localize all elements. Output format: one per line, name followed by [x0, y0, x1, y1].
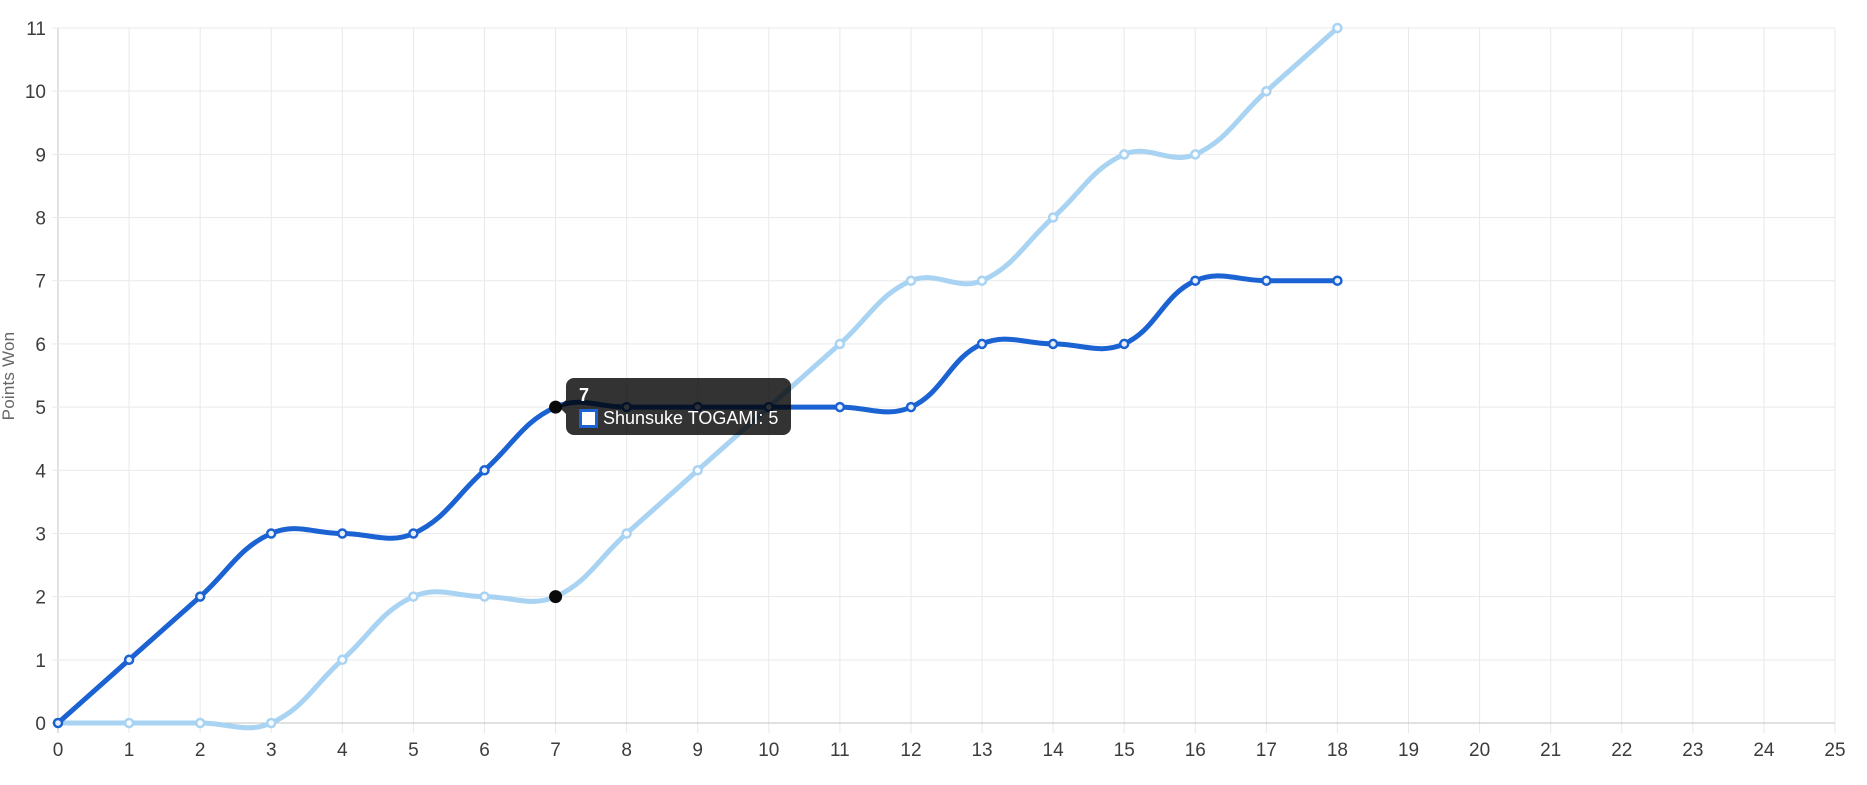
x-tick-label: 16 — [1185, 740, 1206, 761]
data-point-marker[interactable] — [408, 591, 419, 602]
active-point-marker[interactable] — [549, 590, 563, 604]
x-tick-label: 8 — [621, 740, 632, 761]
x-tick-label: 4 — [337, 740, 348, 761]
data-point-marker[interactable] — [1332, 22, 1343, 34]
x-tick-label: 18 — [1327, 740, 1348, 761]
y-tick-label: 5 — [35, 398, 46, 419]
data-point-marker[interactable] — [194, 591, 206, 602]
x-tick-label: 9 — [692, 740, 703, 761]
active-point-marker[interactable] — [549, 400, 563, 414]
data-point-marker[interactable] — [905, 275, 917, 286]
data-point-marker[interactable] — [905, 401, 917, 413]
y-tick-label: 10 — [25, 82, 46, 103]
y-tick-label: 3 — [35, 524, 46, 545]
tooltip: 7 Shunsuke TOGAMI: 5 — [559, 378, 792, 435]
x-tick-label: 7 — [550, 740, 561, 761]
x-tick-label: 13 — [971, 740, 992, 761]
y-tick-label: 0 — [35, 714, 46, 735]
x-tick-label: 25 — [1824, 740, 1845, 761]
y-tick-label: 4 — [35, 461, 46, 482]
data-point-marker[interactable] — [976, 275, 988, 286]
tooltip-color-swatch — [579, 408, 598, 428]
y-tick-label: 2 — [35, 588, 46, 609]
x-tick-label: 11 — [830, 740, 850, 761]
data-point-marker[interactable] — [1118, 338, 1130, 350]
y-tick-label: 6 — [35, 335, 46, 356]
x-tick-label: 5 — [408, 740, 419, 761]
data-point-marker[interactable] — [337, 528, 348, 539]
x-tick-label: 15 — [1114, 740, 1135, 761]
y-tick-label: 9 — [35, 145, 46, 166]
tooltip-series-value: Shunsuke TOGAMI: 5 — [603, 408, 779, 428]
y-tick-label: 7 — [35, 272, 46, 293]
data-point-marker[interactable] — [1118, 149, 1130, 160]
y-tick-label: 11 — [26, 19, 46, 40]
data-point-marker[interactable] — [265, 717, 277, 729]
data-point-marker[interactable] — [408, 528, 419, 539]
data-point-marker[interactable] — [692, 465, 703, 476]
data-point-marker[interactable] — [337, 654, 348, 666]
data-point-marker[interactable] — [1047, 338, 1059, 350]
data-point-marker[interactable] — [479, 591, 490, 602]
data-point-marker[interactable] — [194, 717, 206, 729]
x-tick-label: 12 — [900, 740, 921, 761]
data-point-marker[interactable] — [1190, 275, 1201, 286]
data-point-marker[interactable] — [834, 401, 846, 413]
data-point-marker[interactable] — [479, 465, 490, 476]
data-point-marker[interactable] — [1047, 212, 1059, 223]
y-tick-label: 8 — [35, 209, 46, 230]
data-point-marker[interactable] — [265, 528, 277, 539]
y-tick-label: 1 — [35, 651, 46, 672]
x-tick-label: 22 — [1611, 740, 1632, 761]
x-tick-label: 24 — [1753, 740, 1775, 761]
tooltip-row: Shunsuke TOGAMI: 5 — [579, 408, 778, 428]
data-point-marker[interactable] — [1261, 275, 1272, 286]
data-point-marker[interactable] — [123, 717, 135, 729]
x-tick-label: 2 — [195, 740, 206, 761]
x-tick-label: 3 — [266, 740, 277, 761]
y-axis-title: Points Won — [0, 331, 18, 421]
x-tick-label: 23 — [1682, 740, 1703, 761]
x-tick-label: 14 — [1043, 740, 1065, 761]
x-tick-label: 1 — [124, 740, 135, 761]
data-point-marker[interactable] — [1261, 85, 1272, 97]
x-tick-label: 10 — [758, 740, 779, 761]
x-tick-label: 6 — [479, 740, 490, 761]
data-point-marker[interactable] — [834, 338, 846, 350]
tooltip-title: 7 — [579, 385, 590, 405]
data-point-marker[interactable] — [1190, 149, 1201, 160]
data-point-marker[interactable] — [976, 338, 988, 350]
x-tick-label: 20 — [1469, 740, 1490, 761]
data-point-marker[interactable] — [52, 717, 64, 729]
data-point-marker[interactable] — [621, 528, 632, 539]
data-point-marker[interactable] — [123, 654, 135, 666]
x-tick-label: 19 — [1398, 740, 1419, 761]
x-tick-label: 17 — [1256, 740, 1277, 761]
data-point-marker[interactable] — [1332, 275, 1343, 286]
x-tick-label: 0 — [53, 740, 64, 761]
x-tick-label: 21 — [1540, 740, 1561, 761]
tooltip-caret — [559, 400, 566, 414]
